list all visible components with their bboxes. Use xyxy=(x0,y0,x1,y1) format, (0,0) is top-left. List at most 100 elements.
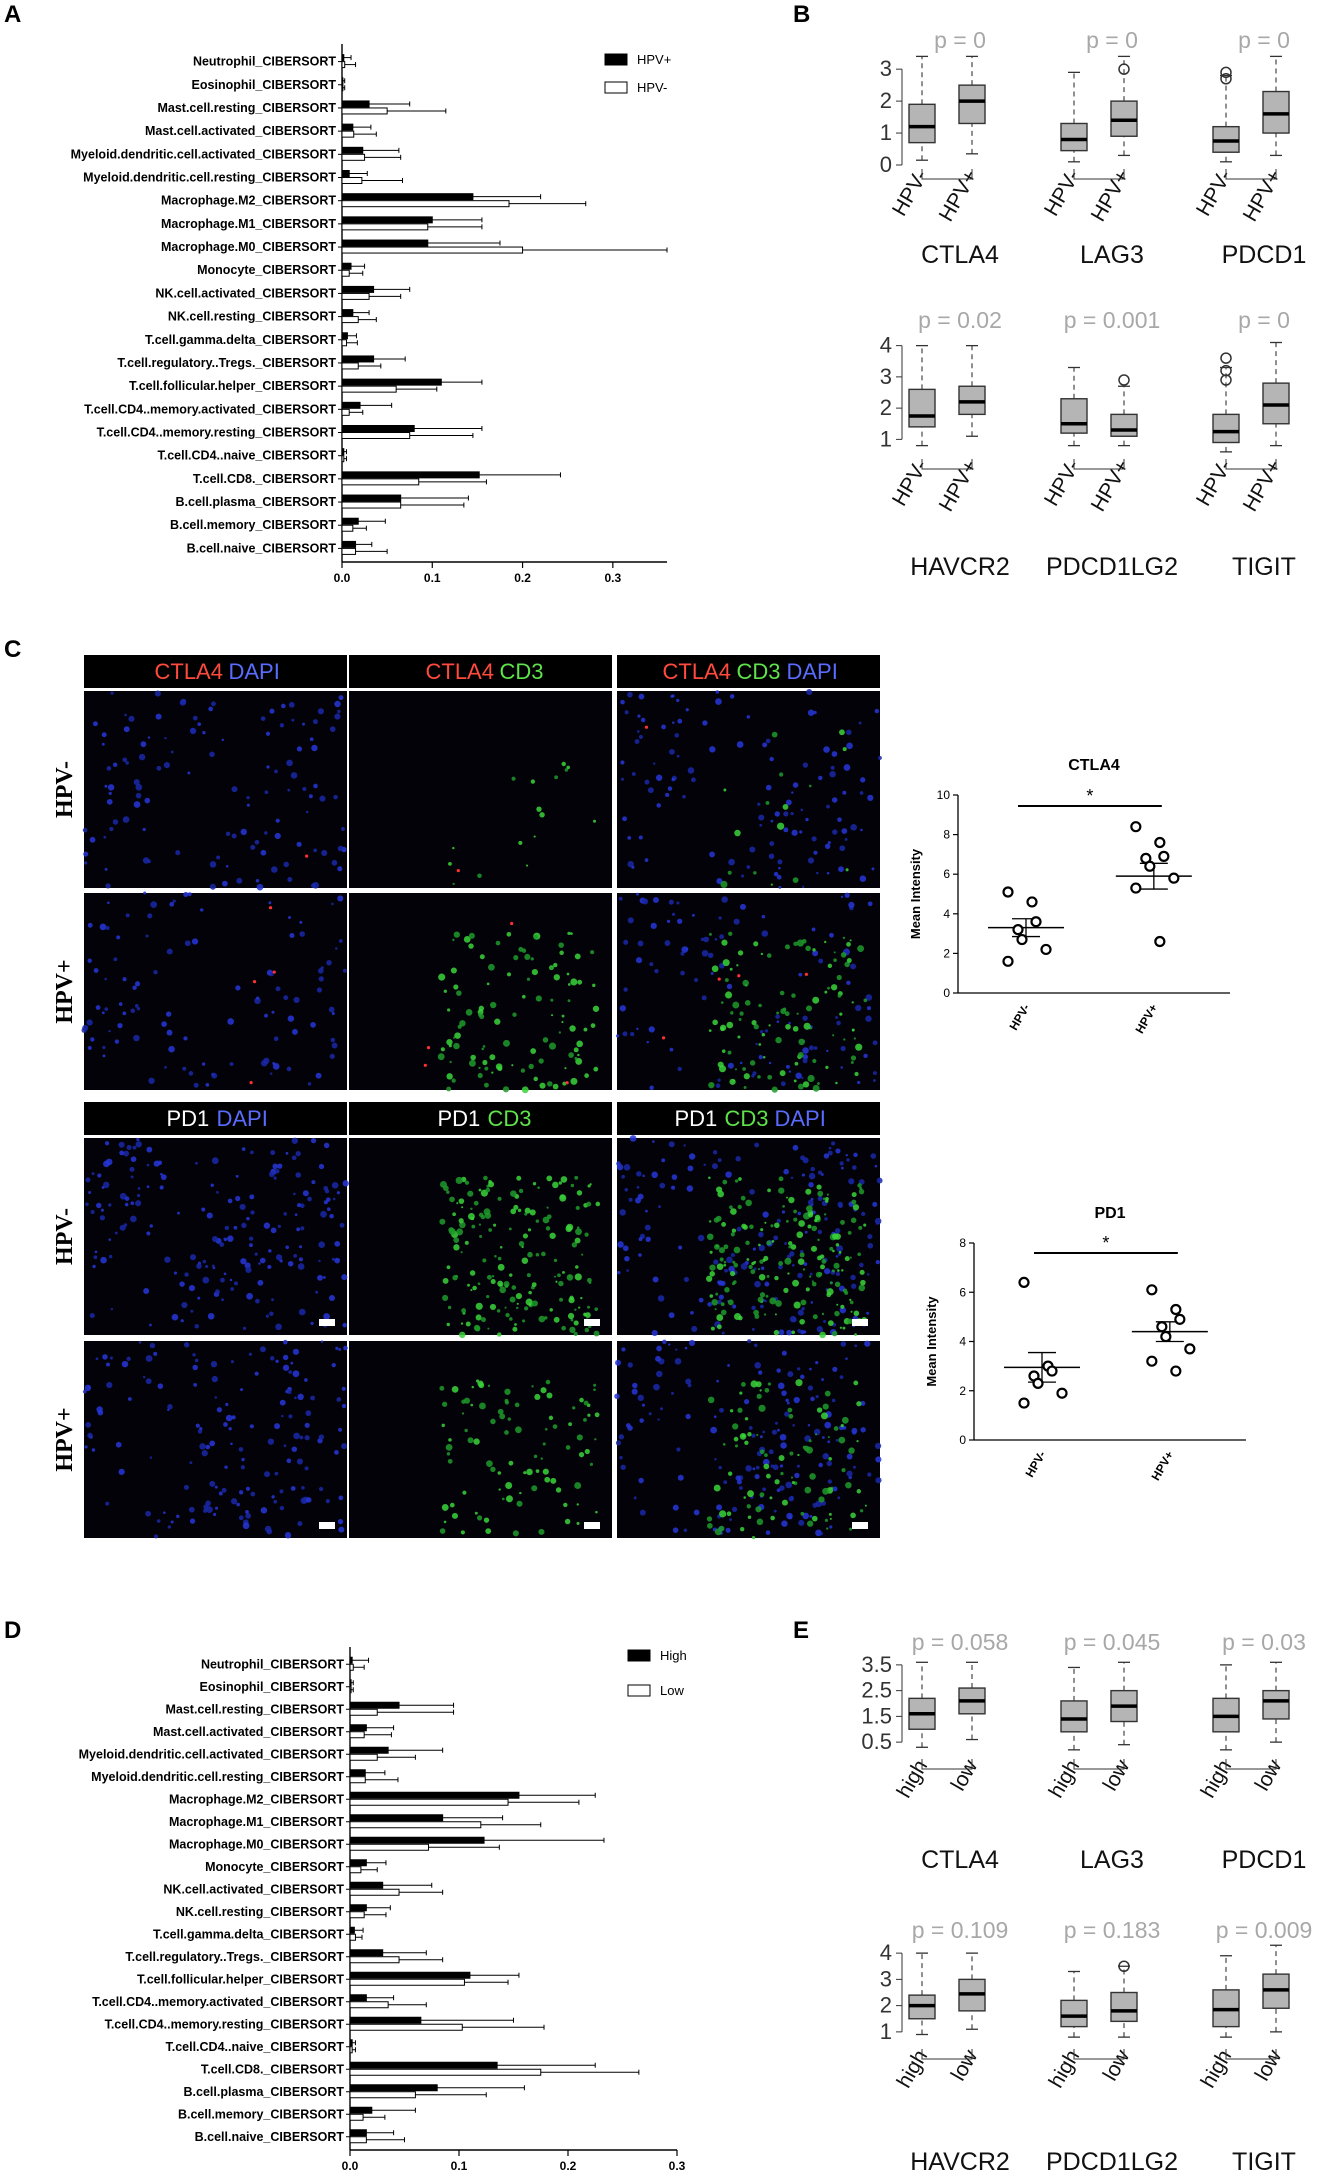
nucleus-dot xyxy=(329,726,336,732)
cd3-signal xyxy=(770,1224,774,1228)
cd3-signal xyxy=(557,1273,561,1278)
cd3-signal xyxy=(851,1192,857,1198)
nucleus-dot xyxy=(690,1310,694,1315)
cd3-signal xyxy=(765,800,770,805)
nucleus-dot xyxy=(338,1347,342,1351)
nucleus-dot xyxy=(206,1506,213,1514)
nucleus-dot xyxy=(650,922,657,929)
cd3-signal xyxy=(708,1220,712,1223)
nucleus-dot xyxy=(195,1161,198,1165)
cd3-signal xyxy=(791,1330,796,1335)
group-label: HPV- xyxy=(888,166,932,220)
cd3-signal xyxy=(823,1213,827,1216)
nucleus-dot xyxy=(135,783,143,791)
nucleus-dot xyxy=(853,1152,858,1158)
nucleus-dot xyxy=(229,1062,234,1067)
cd3-signal xyxy=(821,1312,825,1316)
nucleus-dot xyxy=(227,1018,235,1025)
cd3-signal xyxy=(812,1084,820,1092)
nucleus-dot xyxy=(291,718,295,722)
cd3-signal xyxy=(722,959,730,967)
nucleus-dot xyxy=(312,719,318,725)
cd3-signal xyxy=(785,1023,791,1030)
cd3-signal xyxy=(818,1496,825,1503)
cd3-signal xyxy=(485,1187,491,1193)
cd3-signal xyxy=(520,1068,526,1073)
nucleus-dot xyxy=(225,1414,233,1422)
nucleus-dot xyxy=(779,1485,785,1491)
nucleus-dot xyxy=(792,1264,795,1267)
cd3-signal xyxy=(446,1322,451,1327)
nucleus-dot xyxy=(715,690,720,694)
nucleus-dot xyxy=(824,1268,831,1275)
scale-bar xyxy=(852,1319,868,1326)
outlier-point xyxy=(1220,352,1232,364)
bar xyxy=(341,223,429,231)
nucleus-dot xyxy=(265,731,271,736)
nucleus-dot xyxy=(844,892,850,898)
channel-label: PD1 xyxy=(167,1106,210,1131)
cd3-signal xyxy=(539,1082,546,1089)
nucleus-dot xyxy=(202,1259,207,1264)
nucleus-dot xyxy=(851,1427,858,1434)
nucleus-dot xyxy=(238,1447,244,1452)
data-point xyxy=(1144,860,1156,872)
nucleus-dot xyxy=(304,1435,310,1441)
nucleus-dot xyxy=(313,848,318,853)
cd3-signal xyxy=(506,972,512,977)
nucleus-dot xyxy=(338,695,344,701)
nucleus-dot xyxy=(238,1490,244,1495)
group-label: high xyxy=(1197,1756,1237,1802)
nucleus-dot xyxy=(122,816,130,823)
cd3-signal xyxy=(837,994,842,998)
bar xyxy=(341,425,415,432)
nucleus-dot xyxy=(122,977,127,982)
cd3-signal xyxy=(519,1491,522,1495)
cd3-signal xyxy=(481,1317,487,1323)
cd3-signal xyxy=(564,1518,571,1525)
cd3-signal xyxy=(467,1212,475,1220)
cd3-signal xyxy=(454,1032,461,1039)
cd3-signal xyxy=(475,1302,483,1310)
nucleus-dot xyxy=(187,771,191,775)
bar xyxy=(341,316,359,324)
nucleus-dot xyxy=(279,1505,285,1511)
cd3-signal xyxy=(749,1060,756,1066)
cd3-signal xyxy=(743,1086,747,1089)
nucleus-dot xyxy=(623,1164,631,1171)
nucleus-dot xyxy=(87,1045,92,1051)
nucleus-dot xyxy=(250,844,256,850)
data-point xyxy=(1030,916,1042,928)
nucleus-dot xyxy=(735,1156,741,1162)
nucleus-dot xyxy=(732,1304,737,1309)
cd3-signal xyxy=(849,1300,854,1305)
nucleus-dot xyxy=(840,895,844,899)
data-point xyxy=(1168,872,1180,884)
nucleus-dot xyxy=(619,1209,626,1216)
nucleus-dot xyxy=(713,1259,719,1265)
cd3-signal xyxy=(833,1426,839,1431)
nucleus-dot xyxy=(652,897,659,904)
nucleus-dot xyxy=(694,978,699,982)
nucleus-dot xyxy=(315,1290,319,1294)
cd3-signal xyxy=(511,776,516,781)
nucleus-dot xyxy=(626,1269,629,1272)
cd3-signal xyxy=(453,1244,460,1251)
nucleus-dot xyxy=(211,1072,218,1079)
nucleus-dot xyxy=(651,1171,658,1179)
cd3-signal xyxy=(720,1302,725,1307)
cd3-signal xyxy=(592,983,596,988)
nucleus-dot xyxy=(296,1227,301,1232)
nucleus-dot xyxy=(146,1185,150,1189)
bar xyxy=(349,2091,416,2099)
nucleus-dot xyxy=(154,690,161,697)
bar xyxy=(349,1798,509,1806)
cd3-signal xyxy=(726,1511,732,1516)
cd3-signal xyxy=(744,1417,749,1421)
nucleus-dot xyxy=(765,738,771,744)
nucleus-dot xyxy=(134,1004,139,1008)
cd3-signal xyxy=(729,967,733,971)
cd3-signal xyxy=(820,1264,825,1270)
nucleus-dot xyxy=(835,1255,839,1258)
nucleus-dot xyxy=(614,1393,620,1400)
